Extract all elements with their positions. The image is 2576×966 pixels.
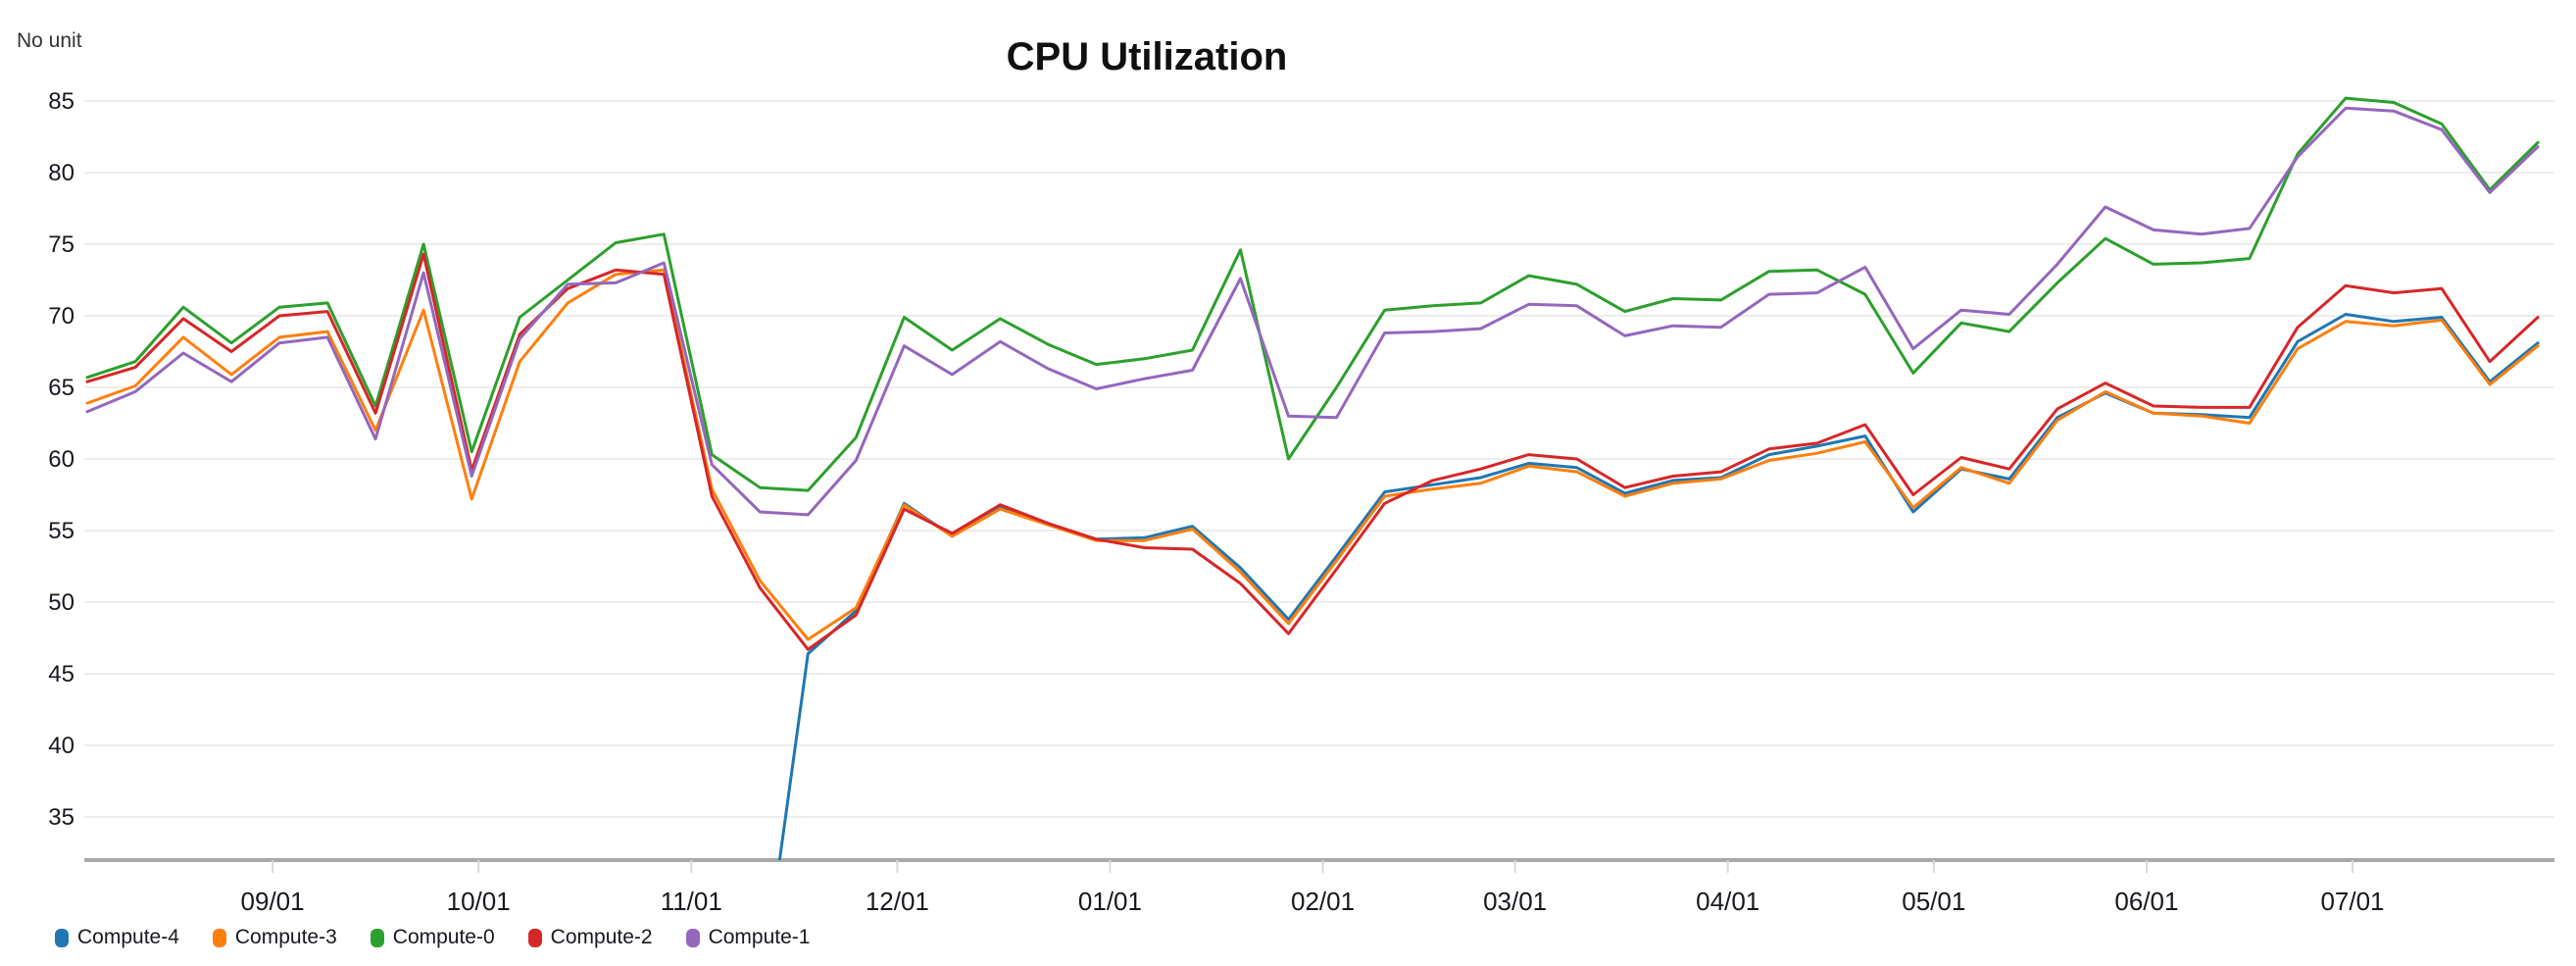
y-tick-label: 70	[48, 303, 74, 330]
legend-item-compute-4[interactable]: Compute-4	[55, 926, 179, 949]
x-tick-label: 07/01	[2320, 887, 2384, 916]
y-tick-label: 50	[48, 589, 74, 616]
x-tick-label: 10/01	[447, 887, 511, 916]
legend-color-chip	[685, 928, 700, 947]
x-tick-label: 03/01	[1483, 887, 1547, 916]
legend-label: Compute-2	[550, 926, 653, 948]
y-tick-label: 35	[48, 804, 74, 831]
series-line-compute-2[interactable]	[85, 252, 2540, 651]
legend-color-chip	[527, 928, 542, 947]
legend: Compute-4 Compute-3 Compute-0 Compute-2 Comp…	[55, 926, 810, 949]
series-line-compute-0[interactable]	[85, 96, 2540, 492]
x-tick-label: 04/01	[1696, 887, 1759, 916]
y-tick-label: 65	[48, 375, 74, 401]
legend-label: Compute-4	[77, 926, 179, 948]
legend-item-compute-3[interactable]: Compute-3	[212, 926, 337, 949]
y-tick-label: 80	[48, 160, 74, 186]
series-line-compute-4[interactable]	[760, 313, 2540, 966]
x-tick-label: 11/01	[661, 887, 722, 916]
legend-color-chip	[370, 928, 384, 947]
legend-item-compute-2[interactable]: Compute-2	[527, 926, 653, 949]
legend-label: Compute-1	[708, 926, 811, 948]
y-tick-label: 40	[48, 733, 74, 759]
y-tick-label: 60	[48, 446, 74, 473]
y-tick-label: 45	[48, 661, 74, 687]
legend-label: Compute-0	[392, 926, 495, 948]
series-line-compute-3[interactable]	[85, 268, 2540, 641]
chart-title: CPU Utilization	[1006, 35, 1288, 78]
y-tick-label: 75	[48, 231, 74, 258]
x-tick-label: 06/01	[2114, 887, 2178, 916]
legend-item-compute-1[interactable]: Compute-1	[685, 926, 811, 949]
x-tick-label: 09/01	[241, 887, 305, 916]
x-tick-label: 05/01	[1902, 887, 1965, 916]
legend-color-chip	[55, 928, 69, 947]
y-axis-unit-label: No unit	[17, 29, 82, 52]
legend-color-chip	[212, 928, 226, 947]
series-line-compute-1[interactable]	[85, 106, 2540, 517]
legend-label: Compute-3	[234, 926, 337, 948]
x-tick-label: 01/01	[1078, 887, 1142, 916]
legend-item-compute-0[interactable]: Compute-0	[370, 926, 495, 949]
x-tick-label: 12/01	[866, 887, 929, 916]
y-tick-label: 55	[48, 518, 74, 544]
y-tick-label: 85	[48, 88, 74, 115]
x-tick-label: 02/01	[1291, 887, 1355, 916]
